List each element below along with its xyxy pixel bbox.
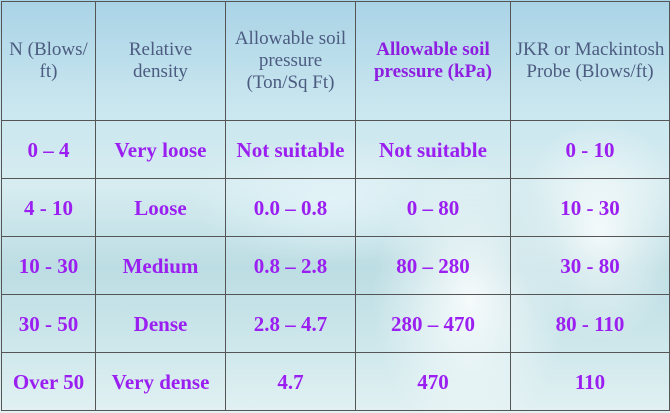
table-row: Over 50 Very dense 4.7 470 110 <box>1 352 670 411</box>
table-cell: 0 – 4 <box>1 120 96 179</box>
table-cell: 10 - 30 <box>1 236 96 295</box>
table-cell: Very dense <box>95 352 226 411</box>
table-cell: 280 – 470 <box>355 294 511 353</box>
table-cell: Not suitable <box>225 120 356 179</box>
header-cell: Allowable soil pressure (kPa) <box>355 1 511 121</box>
header-cell: Allowable soil pressure (Ton/Sq Ft) <box>225 1 356 121</box>
table-cell: 4 - 10 <box>1 178 96 237</box>
table-cell: 0 - 10 <box>510 120 670 179</box>
table-cell: 110 <box>510 352 670 411</box>
header-cell: JKR or Mackintosh Probe (Blows/ft) <box>510 1 670 121</box>
table-cell: 0.8 – 2.8 <box>225 236 356 295</box>
table-row: 4 - 10 Loose 0.0 – 0.8 0 – 80 10 - 30 <box>1 178 670 237</box>
table-cell: Medium <box>95 236 226 295</box>
table-cell: 80 – 280 <box>355 236 511 295</box>
table-cell: Over 50 <box>1 352 96 411</box>
table-body: 0 – 4 Very loose Not suitable Not suitable 0… <box>1 120 670 411</box>
table-cell: Dense <box>95 294 226 353</box>
table-cell: 0 – 80 <box>355 178 511 237</box>
table-cell: 4.7 <box>225 352 356 411</box>
table-cell: 470 <box>355 352 511 411</box>
table-cell: Loose <box>95 178 226 237</box>
table-cell: 0.0 – 0.8 <box>225 178 356 237</box>
table-cell: 30 - 50 <box>1 294 96 353</box>
table-cell: 80 - 110 <box>510 294 670 353</box>
header-row: N (Blows/ ft) Relative density Allowable s… <box>1 1 670 121</box>
table-row: 0 – 4 Very loose Not suitable Not suitable 0… <box>1 120 670 179</box>
table-cell: 2.8 – 4.7 <box>225 294 356 353</box>
header-cell: Relative density <box>95 1 226 121</box>
table-cell: 30 - 80 <box>510 236 670 295</box>
table-row: 10 - 30 Medium 0.8 – 2.8 80 – 280 30 - 80 <box>1 236 670 295</box>
table-row: 30 - 50 Dense 2.8 – 4.7 280 – 470 80 - 110 <box>1 294 670 353</box>
table-cell: 10 - 30 <box>510 178 670 237</box>
table-cell: Not suitable <box>355 120 511 179</box>
table-cell: Very loose <box>95 120 226 179</box>
header-cell: N (Blows/ ft) <box>1 1 96 121</box>
